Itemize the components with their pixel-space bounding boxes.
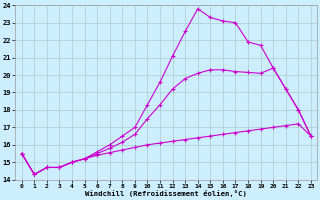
X-axis label: Windchill (Refroidissement éolien,°C): Windchill (Refroidissement éolien,°C): [85, 190, 247, 197]
